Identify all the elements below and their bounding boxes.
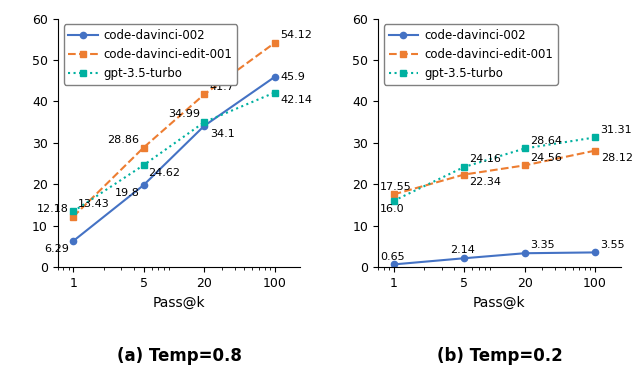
gpt-3.5-turbo [521,146,529,151]
code-davinci-002 [140,183,147,187]
code-davinci-002 [69,239,77,243]
Text: (a) Temp=0.8: (a) Temp=0.8 [116,347,241,365]
Line: gpt-3.5-turbo: gpt-3.5-turbo [390,134,598,204]
Text: 3.35: 3.35 [531,240,555,250]
code-davinci-edit-001 [521,163,529,168]
gpt-3.5-turbo [460,165,468,169]
Text: 34.1: 34.1 [210,129,234,139]
code-davinci-002 [271,75,278,79]
Text: 31.31: 31.31 [601,125,632,135]
gpt-3.5-turbo [390,198,397,203]
X-axis label: Pass@k: Pass@k [153,295,205,309]
Text: 3.55: 3.55 [601,240,625,250]
Text: 17.55: 17.55 [380,182,412,192]
code-davinci-edit-001 [460,173,468,177]
code-davinci-002 [521,251,529,256]
Line: code-davinci-002: code-davinci-002 [390,249,598,267]
Line: code-davinci-edit-001: code-davinci-edit-001 [70,40,278,220]
code-davinci-edit-001 [591,148,599,153]
code-davinci-002 [591,250,599,255]
Text: 24.56: 24.56 [531,152,562,162]
Text: 12.18: 12.18 [37,204,69,214]
Line: code-davinci-002: code-davinci-002 [70,74,278,244]
code-davinci-edit-001 [271,41,278,45]
Text: 16.0: 16.0 [380,204,404,214]
Text: 0.65: 0.65 [380,252,404,262]
gpt-3.5-turbo [271,90,278,95]
gpt-3.5-turbo [140,163,147,167]
Legend: code-davinci-002, code-davinci-edit-001, gpt-3.5-turbo: code-davinci-002, code-davinci-edit-001,… [384,24,557,85]
code-davinci-002 [390,262,397,267]
Text: 28.64: 28.64 [531,136,563,146]
Line: code-davinci-edit-001: code-davinci-edit-001 [390,148,598,197]
gpt-3.5-turbo [591,135,599,139]
Text: 22.34: 22.34 [470,177,502,187]
gpt-3.5-turbo [200,120,208,124]
Text: 45.9: 45.9 [280,72,305,82]
X-axis label: Pass@k: Pass@k [473,295,525,309]
Text: 34.99: 34.99 [168,109,200,119]
Text: 2.14: 2.14 [450,246,475,256]
Text: (b) Temp=0.2: (b) Temp=0.2 [436,347,563,365]
Text: 42.14: 42.14 [280,95,312,105]
Legend: code-davinci-002, code-davinci-edit-001, gpt-3.5-turbo: code-davinci-002, code-davinci-edit-001,… [63,24,237,85]
Text: 41.7: 41.7 [210,82,235,92]
code-davinci-002 [200,124,208,128]
code-davinci-002 [460,256,468,260]
Text: 28.86: 28.86 [108,135,140,145]
code-davinci-edit-001 [390,192,397,197]
Text: 24.62: 24.62 [148,168,180,178]
Line: gpt-3.5-turbo: gpt-3.5-turbo [70,89,278,214]
Text: 54.12: 54.12 [280,30,312,40]
Text: 6.29: 6.29 [44,244,69,254]
Text: 24.16: 24.16 [470,154,502,164]
Text: 13.43: 13.43 [77,199,109,209]
code-davinci-edit-001 [69,214,77,219]
Text: 28.12: 28.12 [601,153,633,163]
gpt-3.5-turbo [69,209,77,214]
code-davinci-edit-001 [200,92,208,96]
code-davinci-edit-001 [140,145,147,150]
Text: 19.8: 19.8 [115,188,140,198]
